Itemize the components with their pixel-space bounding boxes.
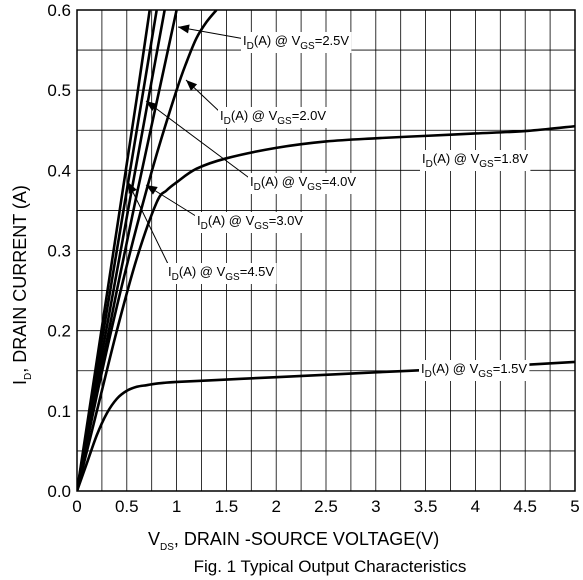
y-tick-label: 0.2 xyxy=(47,322,71,341)
arrow-head-vgs-3-0v xyxy=(146,185,158,195)
x-tick-label: 4.5 xyxy=(513,497,537,516)
label-backing-vgs-3-0v xyxy=(195,212,306,233)
x-tick-label: 3 xyxy=(371,497,380,516)
series-label-vgs-1-8v: ID(A) @ VGS=1.8V xyxy=(422,151,528,170)
x-tick-label: 3.5 xyxy=(414,497,438,516)
series-line-vgs-4-5v xyxy=(77,10,151,491)
x-tick-label: 2.5 xyxy=(314,497,338,516)
y-tick-label: 0.1 xyxy=(47,402,71,421)
series-label-vgs-4-0v: ID(A) @ VGS=4.0V xyxy=(250,174,356,193)
label-backing-vgs-2-5v xyxy=(241,32,352,53)
y-tick-label: 0.3 xyxy=(47,242,71,261)
chart-caption: Fig. 1 Typical Output Characteristics xyxy=(194,557,467,576)
series-line-vgs-1-8v xyxy=(77,124,575,491)
arrow-head-vgs-4-5v xyxy=(128,182,137,194)
y-tick-labels: 0.0 0.1 0.2 0.3 0.4 0.5 0.6 xyxy=(47,1,71,501)
arrow-line-vgs-4-5v xyxy=(127,181,171,269)
x-axis-title: VDS, DRAIN -SOURCE VOLTAGE(V) xyxy=(148,529,439,553)
arrow-line-vgs-2-5v xyxy=(177,26,246,40)
label-backing-vgs-2-0v xyxy=(218,107,329,128)
label-backing-vgs-1-8v xyxy=(420,150,531,171)
series-line-vgs-2-0v xyxy=(77,10,218,491)
y-axis-title: ID, DRAIN CURRENT (A) xyxy=(10,185,34,385)
series-label-vgs-2-0v: ID(A) @ VGS=2.0V xyxy=(220,108,326,127)
label-backing-vgs-1-5v xyxy=(419,360,530,381)
y-tick-label: 0.4 xyxy=(47,161,71,180)
label-backing-vgs-4-0v xyxy=(248,173,359,194)
series-label-vgs-4-5v: ID(A) @ VGS=4.5V xyxy=(168,264,274,283)
x-tick-label: 4 xyxy=(471,497,480,516)
arrow-head-vgs-4-0v xyxy=(146,101,158,112)
y-tick-label: 0.6 xyxy=(47,1,71,20)
arrow-head-vgs-2-0v xyxy=(186,80,198,91)
y-tick-label: 0.0 xyxy=(47,482,71,501)
x-tick-label: 0.5 xyxy=(115,497,139,516)
y-tick-label: 0.5 xyxy=(47,81,71,100)
x-tick-label: 1 xyxy=(172,497,181,516)
arrow-head-vgs-2-5v xyxy=(178,24,190,34)
arrow-line-vgs-4-0v xyxy=(145,100,253,181)
label-backing-vgs-4-5v xyxy=(166,263,277,284)
x-tick-label: 1.5 xyxy=(215,497,239,516)
x-tick-labels: 0 0.5 1 1.5 2 2.5 3 3.5 4 4.5 5 xyxy=(72,497,579,516)
x-tick-label: 2 xyxy=(271,497,280,516)
series-group xyxy=(77,10,575,491)
plot-frame xyxy=(76,9,576,492)
series-labels: ID(A) @ VGS=1.5V ID(A) @ VGS=1.8V ID(A) @ … xyxy=(127,24,531,381)
series-line-vgs-2-5v xyxy=(77,10,178,491)
x-tick-label: 5 xyxy=(570,497,579,516)
series-label-vgs-3-0v: ID(A) @ VGS=3.0V xyxy=(197,213,303,232)
series-label-vgs-1-5v: ID(A) @ VGS=1.5V xyxy=(421,361,527,380)
series-label-vgs-2-5v: ID(A) @ VGS=2.5V xyxy=(243,33,349,52)
series-line-vgs-1-5v xyxy=(77,360,575,491)
x-tick-label: 0 xyxy=(72,497,81,516)
